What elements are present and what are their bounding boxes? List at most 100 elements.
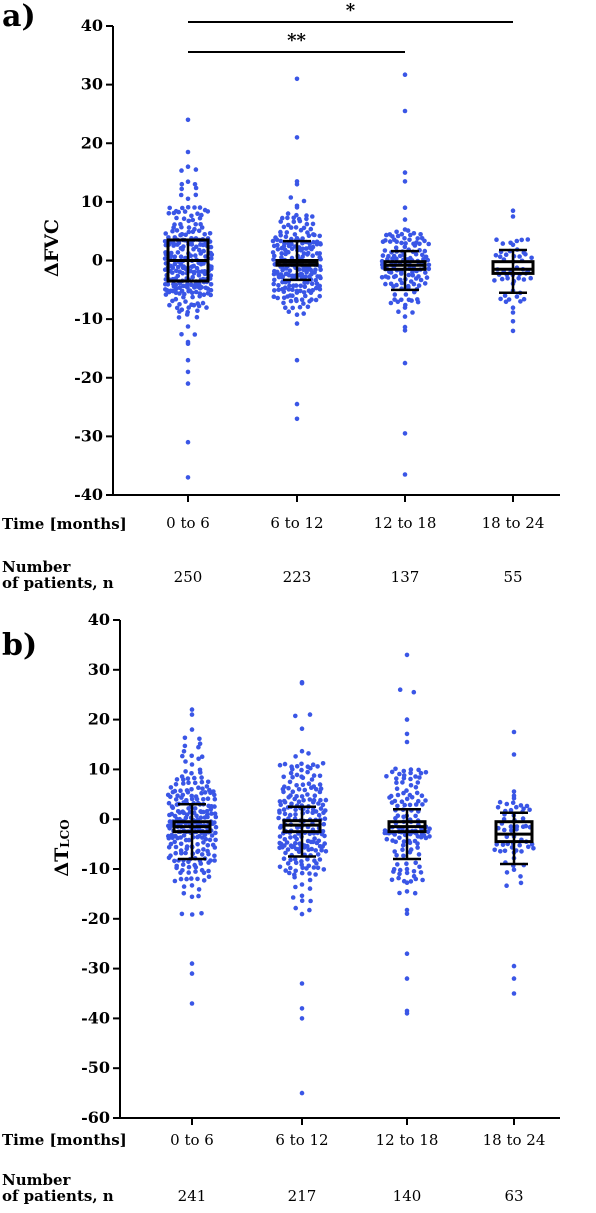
data-point — [294, 135, 300, 140]
data-point — [396, 875, 401, 881]
data-point — [282, 798, 287, 804]
data-point — [285, 215, 290, 221]
data-point — [286, 309, 292, 315]
data-point — [313, 848, 319, 853]
data-point — [310, 244, 316, 250]
data-point — [408, 783, 414, 788]
data-point — [312, 793, 318, 798]
data-point — [185, 282, 190, 287]
data-point — [201, 847, 206, 852]
data-point — [182, 743, 188, 749]
data-point — [305, 250, 311, 256]
panel-b-number-label-2: of patients, n — [2, 1187, 114, 1205]
data-point — [283, 868, 289, 873]
data-point — [208, 287, 214, 293]
data-point — [322, 841, 328, 846]
data-point — [185, 439, 191, 445]
data-point — [420, 252, 425, 258]
data-point — [427, 826, 432, 831]
data-point — [508, 824, 514, 829]
data-point — [207, 231, 213, 236]
data-point — [516, 276, 521, 281]
data-point — [189, 883, 195, 888]
data-point — [306, 863, 312, 869]
data-point — [314, 861, 319, 866]
data-point — [179, 911, 185, 917]
category-label: 12 to 18 — [376, 1131, 439, 1149]
data-point — [395, 792, 401, 798]
data-point — [299, 859, 304, 864]
data-point — [288, 857, 293, 863]
data-point — [310, 288, 316, 293]
data-point — [299, 297, 305, 303]
data-point — [320, 829, 326, 834]
n-label: 140 — [393, 1187, 422, 1205]
data-point — [199, 790, 204, 796]
data-point — [282, 837, 288, 842]
data-point — [393, 245, 399, 250]
data-point — [527, 807, 532, 813]
y-tick-label: -10 — [81, 859, 110, 878]
data-point — [190, 274, 195, 280]
data-point — [423, 835, 429, 841]
data-point — [199, 754, 205, 759]
data-point — [299, 680, 305, 686]
data-point — [278, 229, 283, 235]
data-point — [320, 802, 326, 808]
data-point — [177, 291, 182, 296]
data-point — [424, 275, 430, 280]
data-point — [290, 305, 296, 311]
data-point — [401, 768, 407, 774]
data-point — [210, 842, 216, 848]
data-point — [271, 281, 277, 287]
data-point — [286, 249, 291, 255]
data-point — [385, 275, 391, 280]
data-point — [213, 814, 219, 820]
data-point — [204, 305, 209, 310]
n-label: 241 — [178, 1187, 207, 1205]
data-point — [186, 864, 192, 870]
data-point — [409, 795, 415, 800]
panel-b-ylabel-main: ΔT — [51, 848, 73, 877]
data-point — [426, 262, 432, 268]
data-point — [293, 807, 298, 812]
y-tick-label: -50 — [81, 1058, 110, 1077]
data-point — [410, 310, 415, 315]
data-point — [206, 860, 211, 865]
data-point — [276, 815, 281, 821]
data-point — [167, 302, 172, 308]
data-point — [511, 789, 517, 794]
data-point — [309, 281, 315, 287]
data-point — [189, 213, 194, 219]
data-point — [294, 836, 300, 842]
data-point — [518, 880, 524, 886]
data-point — [518, 299, 523, 304]
y-tick-label: -20 — [81, 909, 110, 928]
data-point — [276, 274, 282, 280]
data-point — [171, 210, 177, 216]
data-point — [288, 298, 294, 304]
data-point — [183, 759, 188, 764]
data-point — [313, 809, 319, 814]
data-point — [307, 241, 313, 247]
data-point — [293, 905, 299, 911]
data-point — [185, 205, 191, 210]
data-point — [201, 292, 207, 298]
data-point — [290, 293, 295, 299]
data-point — [304, 216, 309, 222]
data-point — [380, 253, 386, 258]
data-point — [185, 309, 190, 315]
data-point — [294, 212, 299, 218]
data-point — [382, 248, 388, 253]
data-point — [505, 276, 510, 281]
data-point — [283, 850, 288, 856]
data-point — [172, 254, 178, 259]
data-point — [285, 211, 291, 216]
panel-a-plot: 40 30 20 10 0 -10 -20 -30 -40 0 to 6 250 6 to 12 223… — [74, 0, 560, 586]
data-point — [498, 849, 503, 854]
data-point — [163, 292, 169, 297]
data-point — [392, 292, 398, 297]
data-point — [416, 852, 422, 857]
data-point — [311, 773, 317, 778]
data-point — [194, 265, 200, 271]
